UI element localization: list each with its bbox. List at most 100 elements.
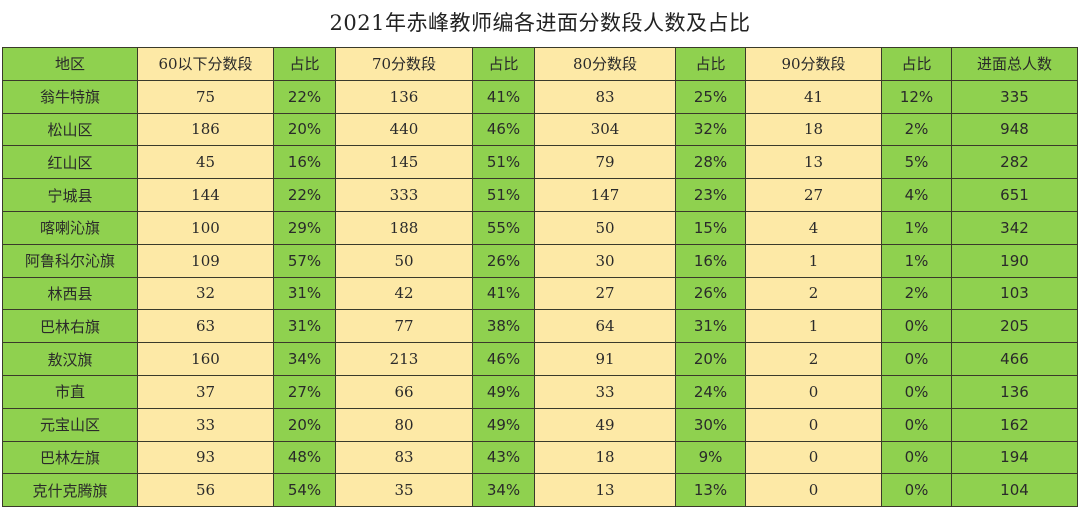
pct-80-cell: 24%	[675, 374, 746, 409]
count-90-cell: 2	[745, 342, 882, 376]
count-90-cell: 1	[745, 309, 882, 344]
count-90-cell: 41	[745, 79, 882, 114]
col-header-pct-below-60: 占比	[273, 47, 336, 81]
pct-90-cell: 0%	[881, 473, 952, 507]
total-cell: 194	[951, 440, 1078, 475]
count-70-cell: 83	[335, 440, 473, 475]
pct-below-60-cell: 31%	[273, 276, 336, 311]
col-header-70: 70分数段	[335, 47, 473, 81]
pct-80-cell: 13%	[675, 473, 746, 507]
count-90-cell: 1	[745, 243, 882, 278]
region-cell: 翁牛特旗	[2, 79, 138, 114]
count-below-60-cell: 45	[137, 145, 274, 180]
count-80-cell: 79	[534, 145, 676, 180]
region-cell: 宁城县	[2, 178, 138, 212]
total-cell: 136	[951, 374, 1078, 409]
pct-80-cell: 16%	[675, 243, 746, 278]
count-90-cell: 0	[745, 473, 882, 507]
pct-70-cell: 43%	[472, 440, 535, 475]
pct-80-cell: 30%	[675, 407, 746, 442]
region-cell: 敖汉旗	[2, 342, 138, 376]
col-header-total: 进面总人数	[951, 47, 1078, 81]
count-90-cell: 13	[745, 145, 882, 180]
region-cell: 林西县	[2, 276, 138, 311]
count-80-cell: 50	[534, 210, 676, 245]
count-below-60-cell: 100	[137, 210, 274, 245]
table-row: 巴林右旗 63 31% 77 38% 64 31% 1 0% 205	[2, 309, 1078, 344]
table-row: 喀喇沁旗 100 29% 188 55% 50 15% 4 1% 342	[2, 210, 1078, 245]
table-body: 翁牛特旗 75 22% 136 41% 83 25% 41 12% 335 松山区 186 20% 440…	[2, 79, 1078, 507]
col-header-pct-70: 占比	[472, 47, 535, 81]
pct-below-60-cell: 27%	[273, 374, 336, 409]
pct-70-cell: 34%	[472, 473, 535, 507]
count-80-cell: 49	[534, 407, 676, 442]
total-cell: 342	[951, 210, 1078, 245]
pct-70-cell: 55%	[472, 210, 535, 245]
pct-70-cell: 38%	[472, 309, 535, 344]
count-70-cell: 213	[335, 342, 473, 376]
pct-90-cell: 0%	[881, 309, 952, 344]
pct-90-cell: 0%	[881, 342, 952, 376]
pct-70-cell: 26%	[472, 243, 535, 278]
region-cell: 元宝山区	[2, 407, 138, 442]
count-below-60-cell: 32	[137, 276, 274, 311]
total-cell: 162	[951, 407, 1078, 442]
table-row: 巴林左旗 93 48% 83 43% 18 9% 0 0% 194	[2, 440, 1078, 475]
pct-90-cell: 1%	[881, 243, 952, 278]
count-below-60-cell: 93	[137, 440, 274, 475]
count-below-60-cell: 33	[137, 407, 274, 442]
pct-90-cell: 2%	[881, 112, 952, 147]
count-70-cell: 80	[335, 407, 473, 442]
table-title: 2021年赤峰教师编各进面分数段人数及占比	[329, 11, 751, 35]
count-80-cell: 147	[534, 178, 676, 212]
col-header-90: 90分数段	[745, 47, 882, 81]
count-80-cell: 27	[534, 276, 676, 311]
pct-70-cell: 49%	[472, 407, 535, 442]
col-header-80: 80分数段	[534, 47, 676, 81]
pct-below-60-cell: 16%	[273, 145, 336, 180]
pct-90-cell: 0%	[881, 407, 952, 442]
total-cell: 466	[951, 342, 1078, 376]
table-row: 林西县 32 31% 42 41% 27 26% 2 2% 103	[2, 276, 1078, 311]
region-cell: 松山区	[2, 112, 138, 147]
col-header-pct-80: 占比	[675, 47, 746, 81]
count-90-cell: 4	[745, 210, 882, 245]
count-below-60-cell: 75	[137, 79, 274, 114]
pct-below-60-cell: 20%	[273, 407, 336, 442]
count-80-cell: 30	[534, 243, 676, 278]
count-80-cell: 91	[534, 342, 676, 376]
pct-70-cell: 46%	[472, 342, 535, 376]
count-below-60-cell: 186	[137, 112, 274, 147]
header-row: 地区 60以下分数段 占比 70分数段 占比 80分数段 占比 90分数段 占比…	[2, 47, 1078, 81]
region-cell: 红山区	[2, 145, 138, 180]
pct-90-cell: 12%	[881, 79, 952, 114]
pct-70-cell: 41%	[472, 276, 535, 311]
count-70-cell: 136	[335, 79, 473, 114]
pct-90-cell: 5%	[881, 145, 952, 180]
table-row: 阿鲁科尔沁旗 109 57% 50 26% 30 16% 1 1% 190	[2, 243, 1078, 278]
table-row: 翁牛特旗 75 22% 136 41% 83 25% 41 12% 335	[2, 79, 1078, 114]
count-70-cell: 77	[335, 309, 473, 344]
pct-90-cell: 4%	[881, 178, 952, 212]
pct-80-cell: 23%	[675, 178, 746, 212]
count-90-cell: 0	[745, 407, 882, 442]
total-cell: 651	[951, 178, 1078, 212]
count-below-60-cell: 144	[137, 178, 274, 212]
pct-below-60-cell: 29%	[273, 210, 336, 245]
count-70-cell: 145	[335, 145, 473, 180]
count-70-cell: 66	[335, 374, 473, 409]
pct-80-cell: 28%	[675, 145, 746, 180]
pct-80-cell: 26%	[675, 276, 746, 311]
region-cell: 巴林右旗	[2, 309, 138, 344]
total-cell: 335	[951, 79, 1078, 114]
pct-70-cell: 46%	[472, 112, 535, 147]
pct-80-cell: 31%	[675, 309, 746, 344]
pct-80-cell: 9%	[675, 440, 746, 475]
count-below-60-cell: 37	[137, 374, 274, 409]
count-80-cell: 18	[534, 440, 676, 475]
col-header-pct-90: 占比	[881, 47, 952, 81]
pct-90-cell: 0%	[881, 440, 952, 475]
pct-70-cell: 41%	[472, 79, 535, 114]
total-cell: 103	[951, 276, 1078, 311]
pct-below-60-cell: 48%	[273, 440, 336, 475]
